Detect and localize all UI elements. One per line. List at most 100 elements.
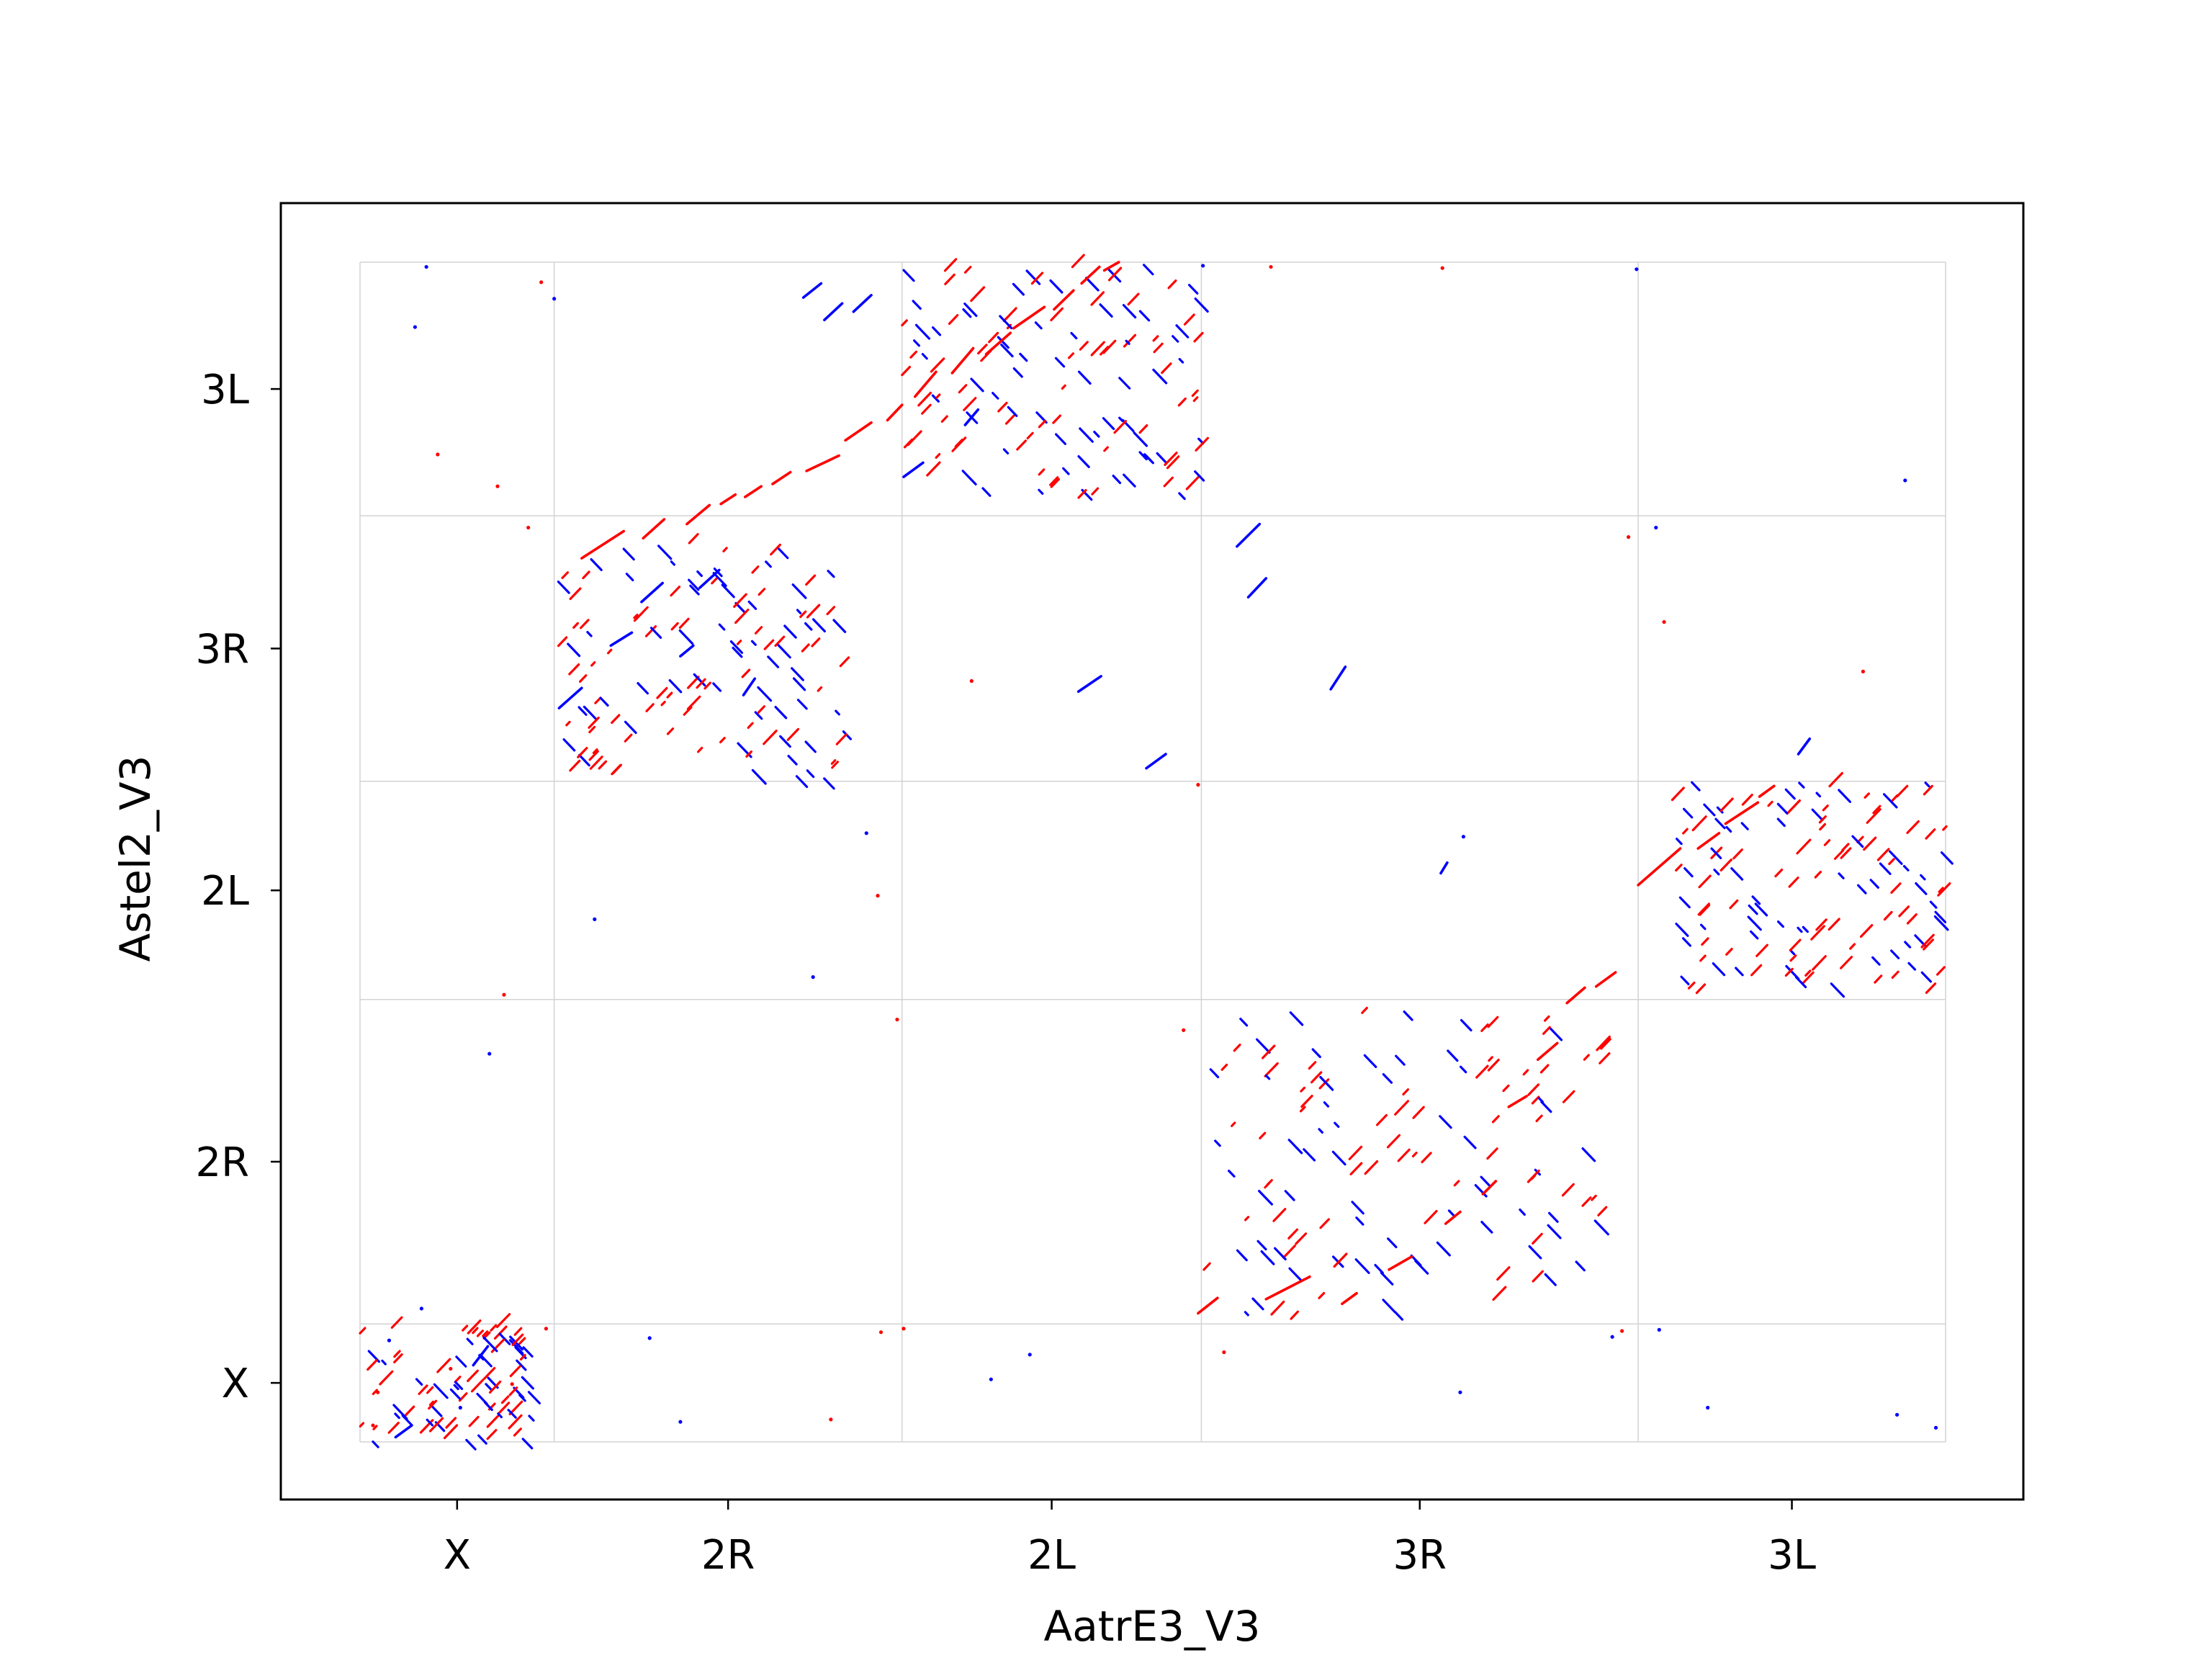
alignment-fragment xyxy=(426,1418,434,1427)
alignment-fragment xyxy=(1596,1035,1611,1052)
alignment-fragment xyxy=(1152,335,1159,342)
alignment-fragment xyxy=(747,722,754,730)
alignment-fragment xyxy=(1038,468,1046,476)
alignment-fragment xyxy=(1600,1038,1611,1050)
alignment-fragment xyxy=(443,1424,459,1440)
alignment-segment-25 xyxy=(1594,971,1617,988)
alignment-fragment xyxy=(1202,1262,1211,1271)
alignment-fragment xyxy=(1375,1113,1388,1126)
alignment-fragment xyxy=(1879,862,1892,875)
alignment-fragment xyxy=(1818,815,1827,824)
alignment-fragment xyxy=(1152,368,1168,385)
alignment-fragment xyxy=(1127,292,1140,306)
alignment-fragment xyxy=(962,308,972,318)
alignment-dot-14 xyxy=(371,1423,375,1427)
alignment-dot-5 xyxy=(539,280,544,284)
alignment-fragment xyxy=(404,1405,415,1417)
alignment-fragment xyxy=(1103,446,1109,452)
alignment-fragment xyxy=(1424,1209,1438,1224)
alignment-fragment xyxy=(1938,887,1944,893)
alignment-fragment xyxy=(1776,817,1786,828)
alignment-fragment xyxy=(1535,1114,1543,1123)
alignment-fragment xyxy=(1789,954,1797,962)
alignment-fragment xyxy=(1732,848,1743,860)
alignment-fragment xyxy=(817,686,823,692)
alignment-fragment xyxy=(1540,1101,1552,1113)
alignment-fragment xyxy=(1925,982,1937,995)
alignment-dot-26 xyxy=(969,678,974,683)
alignment-fragment xyxy=(1581,1147,1596,1162)
alignment-dot-33 xyxy=(1269,264,1273,269)
alignment-fragment xyxy=(931,326,942,336)
alignment-fragment xyxy=(476,1392,488,1405)
alignment-fragment xyxy=(1463,1135,1477,1149)
alignment-fragment xyxy=(1904,941,1912,949)
alignment-fragment xyxy=(718,623,726,631)
alignment-fragment xyxy=(1166,455,1180,470)
alignment-fragment xyxy=(418,1384,428,1395)
alignment-fragment xyxy=(678,617,690,629)
alignment-fragment xyxy=(1167,279,1177,290)
alignment-fragment xyxy=(1004,414,1016,425)
alignment-fragment xyxy=(1682,937,1691,947)
alignment-fragment xyxy=(1713,869,1720,876)
alignment-fragment xyxy=(1933,915,1949,931)
alignment-fragment xyxy=(1934,910,1947,923)
alignment-fragment xyxy=(1719,797,1734,812)
alignment-fragment xyxy=(1830,982,1845,998)
alignment-fragment xyxy=(1214,1139,1221,1147)
alignment-fragment xyxy=(823,777,835,790)
alignment-fragment xyxy=(799,610,807,619)
alignment-fragment xyxy=(1593,1219,1609,1236)
alignment-fragment xyxy=(1333,1252,1348,1268)
alignment-segment-15 xyxy=(1102,261,1120,272)
alignment-fragment xyxy=(590,661,596,667)
alignment-fragment xyxy=(521,1438,534,1450)
alignment-fragment xyxy=(1382,1299,1396,1314)
alignment-dot-37 xyxy=(1635,267,1639,272)
alignment-fragment xyxy=(791,667,804,681)
alignment-fragment xyxy=(519,1353,526,1361)
alignment-dot-23 xyxy=(876,894,880,898)
alignment-fragment xyxy=(1177,397,1187,407)
alignment-fragment xyxy=(1061,384,1066,390)
alignment-dot-0 xyxy=(424,264,428,269)
alignment-fragment xyxy=(754,626,763,635)
alignment-fragment xyxy=(359,1327,367,1335)
alignment-fragment xyxy=(588,750,599,761)
alignment-fragment xyxy=(1062,467,1070,475)
alignment-fragment xyxy=(569,759,581,772)
alignment-segment-38 xyxy=(902,461,925,478)
alignment-fragment xyxy=(599,696,609,707)
alignment-fragment xyxy=(831,761,840,769)
alignment-fragment xyxy=(445,1417,457,1429)
alignment-fragment xyxy=(1863,792,1870,799)
x-tick-label-3R: 3R xyxy=(1393,1532,1447,1579)
alignment-fragment xyxy=(1113,420,1128,434)
alignment-fragment xyxy=(518,1394,526,1402)
alignment-fragment xyxy=(970,377,984,393)
y-tick-label-2R: 2R xyxy=(195,1139,249,1186)
alignment-fragment xyxy=(508,1414,523,1430)
alignment-fragment xyxy=(686,695,701,711)
alignment-fragment xyxy=(498,1402,511,1415)
alignment-fragment xyxy=(1841,843,1850,852)
alignment-fragment xyxy=(926,461,941,477)
alignment-segment-26 xyxy=(1637,847,1682,887)
alignment-fragment xyxy=(482,1366,496,1381)
alignment-fragment xyxy=(767,655,780,668)
alignment-fragment xyxy=(1099,303,1113,318)
alignment-segment-33 xyxy=(1236,522,1262,548)
alignment-dot-36 xyxy=(1461,835,1466,839)
alignment-fragment xyxy=(958,384,968,394)
alignment-fragment xyxy=(750,640,757,646)
alignment-dot-35 xyxy=(1458,1390,1462,1394)
alignment-fragment xyxy=(1866,807,1881,824)
alignment-fragment xyxy=(1804,969,1812,977)
alignment-fragment xyxy=(1239,1017,1249,1027)
alignment-fragment xyxy=(839,656,850,668)
alignment-fragment xyxy=(1729,899,1739,910)
alignment-fragment xyxy=(1295,1232,1308,1245)
alignment-fragment xyxy=(1308,1061,1317,1070)
